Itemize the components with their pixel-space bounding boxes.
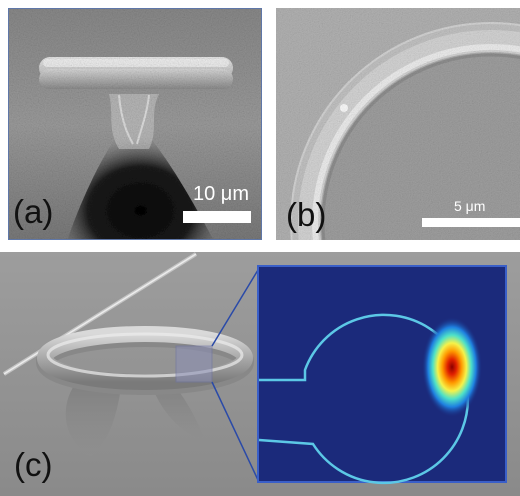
- scale-bar-a: [183, 211, 251, 223]
- panel-label-b: (b): [286, 196, 327, 233]
- scale-bar-label-a: 10 μm: [193, 183, 249, 205]
- panel-a-sem-microdisk: (a) 10 μm: [8, 8, 262, 240]
- panel-label-c: (c): [14, 446, 53, 483]
- scale-bar-b: [422, 218, 520, 227]
- ring-edge-sem-image: [276, 8, 520, 240]
- scale-bar-label-b: 5 μm: [454, 198, 486, 214]
- panel-c-ring-mode-simulation: (c): [0, 252, 520, 496]
- panel-label-a: (a): [13, 193, 54, 230]
- panel-b-sem-ring-edge: (b) 5 μm: [276, 8, 520, 240]
- ring-resonator-render: [0, 252, 520, 496]
- microdisk-sem-image: [9, 9, 261, 239]
